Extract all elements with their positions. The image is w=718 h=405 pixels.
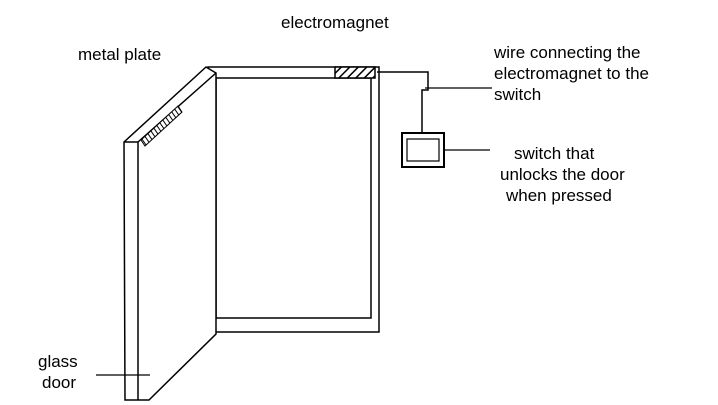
switch — [401, 132, 445, 168]
leader-lines — [96, 87, 492, 376]
metal-plate — [140, 105, 183, 147]
electromagnet-label: electromagnet — [281, 13, 389, 32]
switch-label-line: unlocks the door — [500, 165, 625, 184]
switch-label-line: when pressed — [506, 186, 612, 205]
metal-plate-label: metal plate — [78, 45, 162, 64]
wire — [377, 71, 429, 133]
glass-door-label: glass door — [38, 351, 78, 393]
electromagnet — [334, 66, 376, 79]
glass-door-label-line: glass — [38, 352, 78, 371]
switch-label: switch that unlocks the door when presse… — [500, 143, 625, 206]
wire-label-line: switch — [494, 85, 542, 104]
glass-door-label-line: door — [42, 373, 77, 392]
switch-label-line: switch that — [514, 144, 595, 163]
door-frame — [207, 66, 380, 333]
wire-label-line: electromagnet to the — [494, 64, 649, 83]
wire-label-line: wire connecting the — [494, 43, 641, 62]
wire-label: wire connecting the electromagnet to the… — [494, 42, 649, 105]
glass-door — [123, 66, 217, 401]
